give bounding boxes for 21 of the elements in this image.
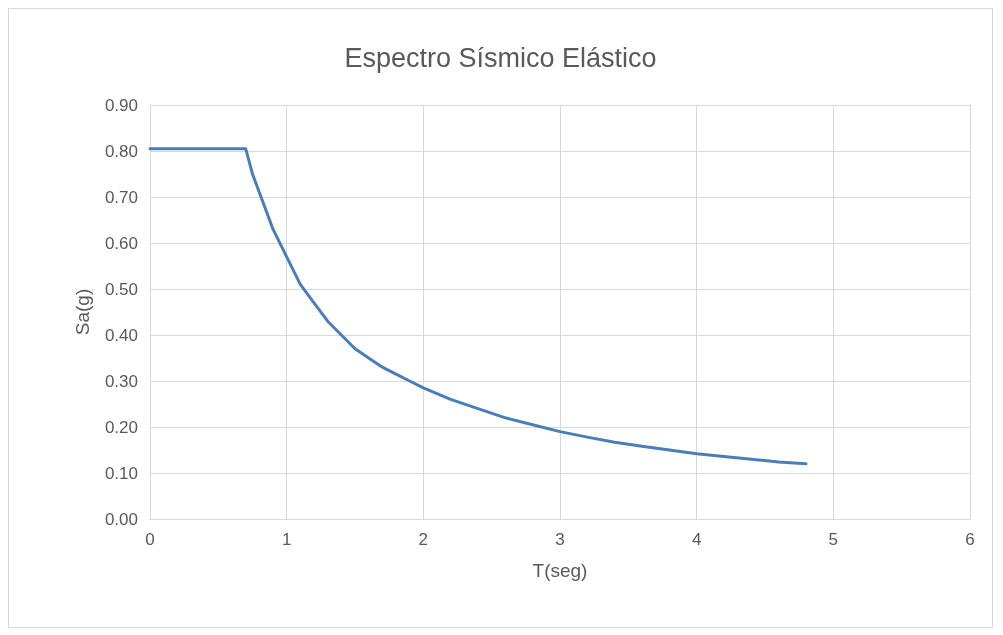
y-tick-label: 0.20 — [104, 417, 138, 437]
line-series — [148, 147, 808, 466]
x-tick-label: 6 — [965, 530, 975, 549]
x-axis-title: T(seg) — [532, 560, 588, 581]
x-tick-label: 1 — [281, 530, 292, 549]
x-tick-label: 5 — [828, 530, 839, 549]
y-axis-title: Sa(g) — [72, 288, 93, 336]
y-tick-label: 0.50 — [104, 279, 138, 299]
y-tick-label: 0.40 — [104, 325, 138, 345]
x-tick-label: 2 — [418, 530, 429, 549]
x-tick-label: 0 — [145, 530, 155, 549]
y-tick-label: 0.70 — [104, 187, 138, 207]
y-tick-label: 0.60 — [104, 233, 138, 253]
y-tick-label: 0.10 — [104, 463, 138, 483]
chart-title: Espectro Sísmico Elástico — [344, 42, 657, 73]
x-tick-label: 4 — [691, 530, 702, 549]
x-tick-label: 3 — [555, 530, 565, 549]
y-tick-label: 0.30 — [104, 371, 138, 391]
y-tick-label: 0.00 — [104, 509, 138, 529]
y-tick-label: 0.80 — [104, 141, 138, 161]
y-tick-label: 0.90 — [104, 95, 138, 115]
